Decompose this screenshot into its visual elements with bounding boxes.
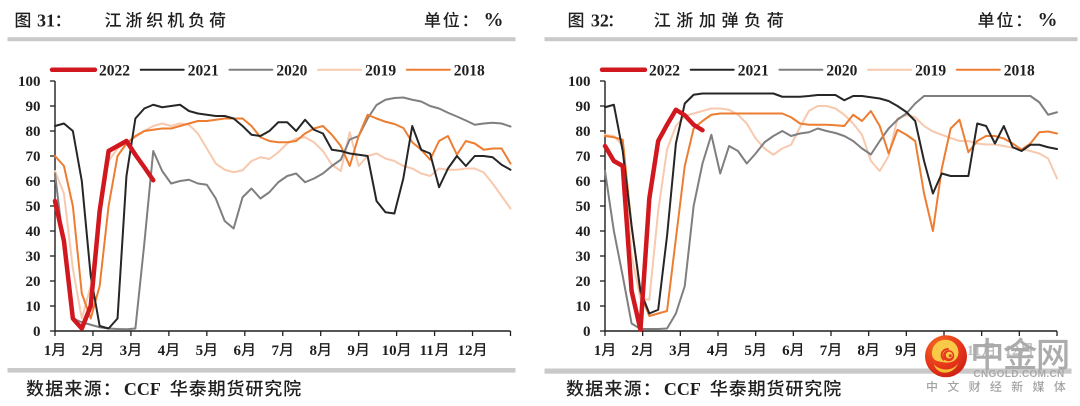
svg-text:90: 90 — [576, 99, 591, 115]
svg-text:31: 31 — [37, 10, 55, 30]
svg-text:2: 2 — [631, 343, 639, 359]
svg-text:8: 8 — [309, 343, 317, 359]
svg-text:100: 100 — [18, 74, 41, 90]
svg-text:60: 60 — [576, 174, 591, 190]
svg-text:5: 5 — [196, 343, 204, 359]
svg-text:2021: 2021 — [738, 63, 769, 80]
svg-text:6: 6 — [234, 343, 242, 359]
svg-text:20: 20 — [576, 274, 591, 290]
svg-text:CCF: CCF — [124, 379, 161, 399]
svg-text:80: 80 — [26, 124, 41, 140]
svg-text:1: 1 — [44, 343, 52, 359]
svg-text:2019: 2019 — [915, 63, 946, 80]
svg-text:1: 1 — [594, 343, 602, 359]
svg-text:30: 30 — [26, 249, 41, 265]
svg-text:10: 10 — [26, 299, 41, 315]
svg-text:0: 0 — [33, 324, 41, 340]
svg-text:30: 30 — [576, 249, 591, 265]
svg-text:5: 5 — [744, 343, 752, 359]
svg-text:2018: 2018 — [454, 63, 485, 80]
svg-text:CNGOLD.COM.CN: CNGOLD.COM.CN — [973, 369, 1064, 380]
svg-text:4: 4 — [158, 343, 166, 359]
svg-text:3: 3 — [120, 343, 128, 359]
svg-text:3: 3 — [669, 343, 677, 359]
svg-text:60: 60 — [26, 174, 41, 190]
svg-text:40: 40 — [576, 224, 591, 240]
svg-text:2020: 2020 — [276, 63, 307, 80]
svg-text:80: 80 — [576, 124, 591, 140]
svg-text:2020: 2020 — [826, 63, 857, 80]
svg-text:50: 50 — [26, 199, 41, 215]
svg-text:2019: 2019 — [365, 63, 396, 80]
svg-text:CCF: CCF — [664, 379, 701, 399]
svg-text:20: 20 — [26, 274, 41, 290]
svg-text:90: 90 — [26, 99, 41, 115]
svg-text:6: 6 — [782, 343, 790, 359]
svg-text:9: 9 — [895, 343, 903, 359]
svg-text:4: 4 — [707, 343, 715, 359]
svg-text:50: 50 — [576, 199, 591, 215]
svg-text:100: 100 — [568, 74, 591, 90]
svg-text:%: % — [484, 9, 504, 31]
svg-text:2021: 2021 — [188, 63, 219, 80]
svg-text:40: 40 — [26, 224, 41, 240]
svg-text:32: 32 — [591, 10, 609, 30]
svg-text:2022: 2022 — [649, 63, 680, 80]
svg-text:7: 7 — [820, 343, 828, 359]
svg-text:2: 2 — [82, 343, 90, 359]
svg-text:70: 70 — [26, 149, 41, 165]
svg-text:9: 9 — [347, 343, 355, 359]
svg-text:10: 10 — [576, 299, 591, 315]
svg-text:70: 70 — [576, 149, 591, 165]
svg-text:12: 12 — [458, 343, 473, 359]
svg-text:0: 0 — [583, 324, 591, 340]
svg-text:10: 10 — [382, 343, 397, 359]
svg-text:%: % — [1038, 9, 1058, 31]
svg-text:2022: 2022 — [99, 63, 130, 80]
svg-text:8: 8 — [857, 343, 865, 359]
svg-text:2018: 2018 — [1004, 63, 1035, 80]
svg-text:7: 7 — [272, 343, 280, 359]
svg-text:11: 11 — [420, 343, 434, 359]
